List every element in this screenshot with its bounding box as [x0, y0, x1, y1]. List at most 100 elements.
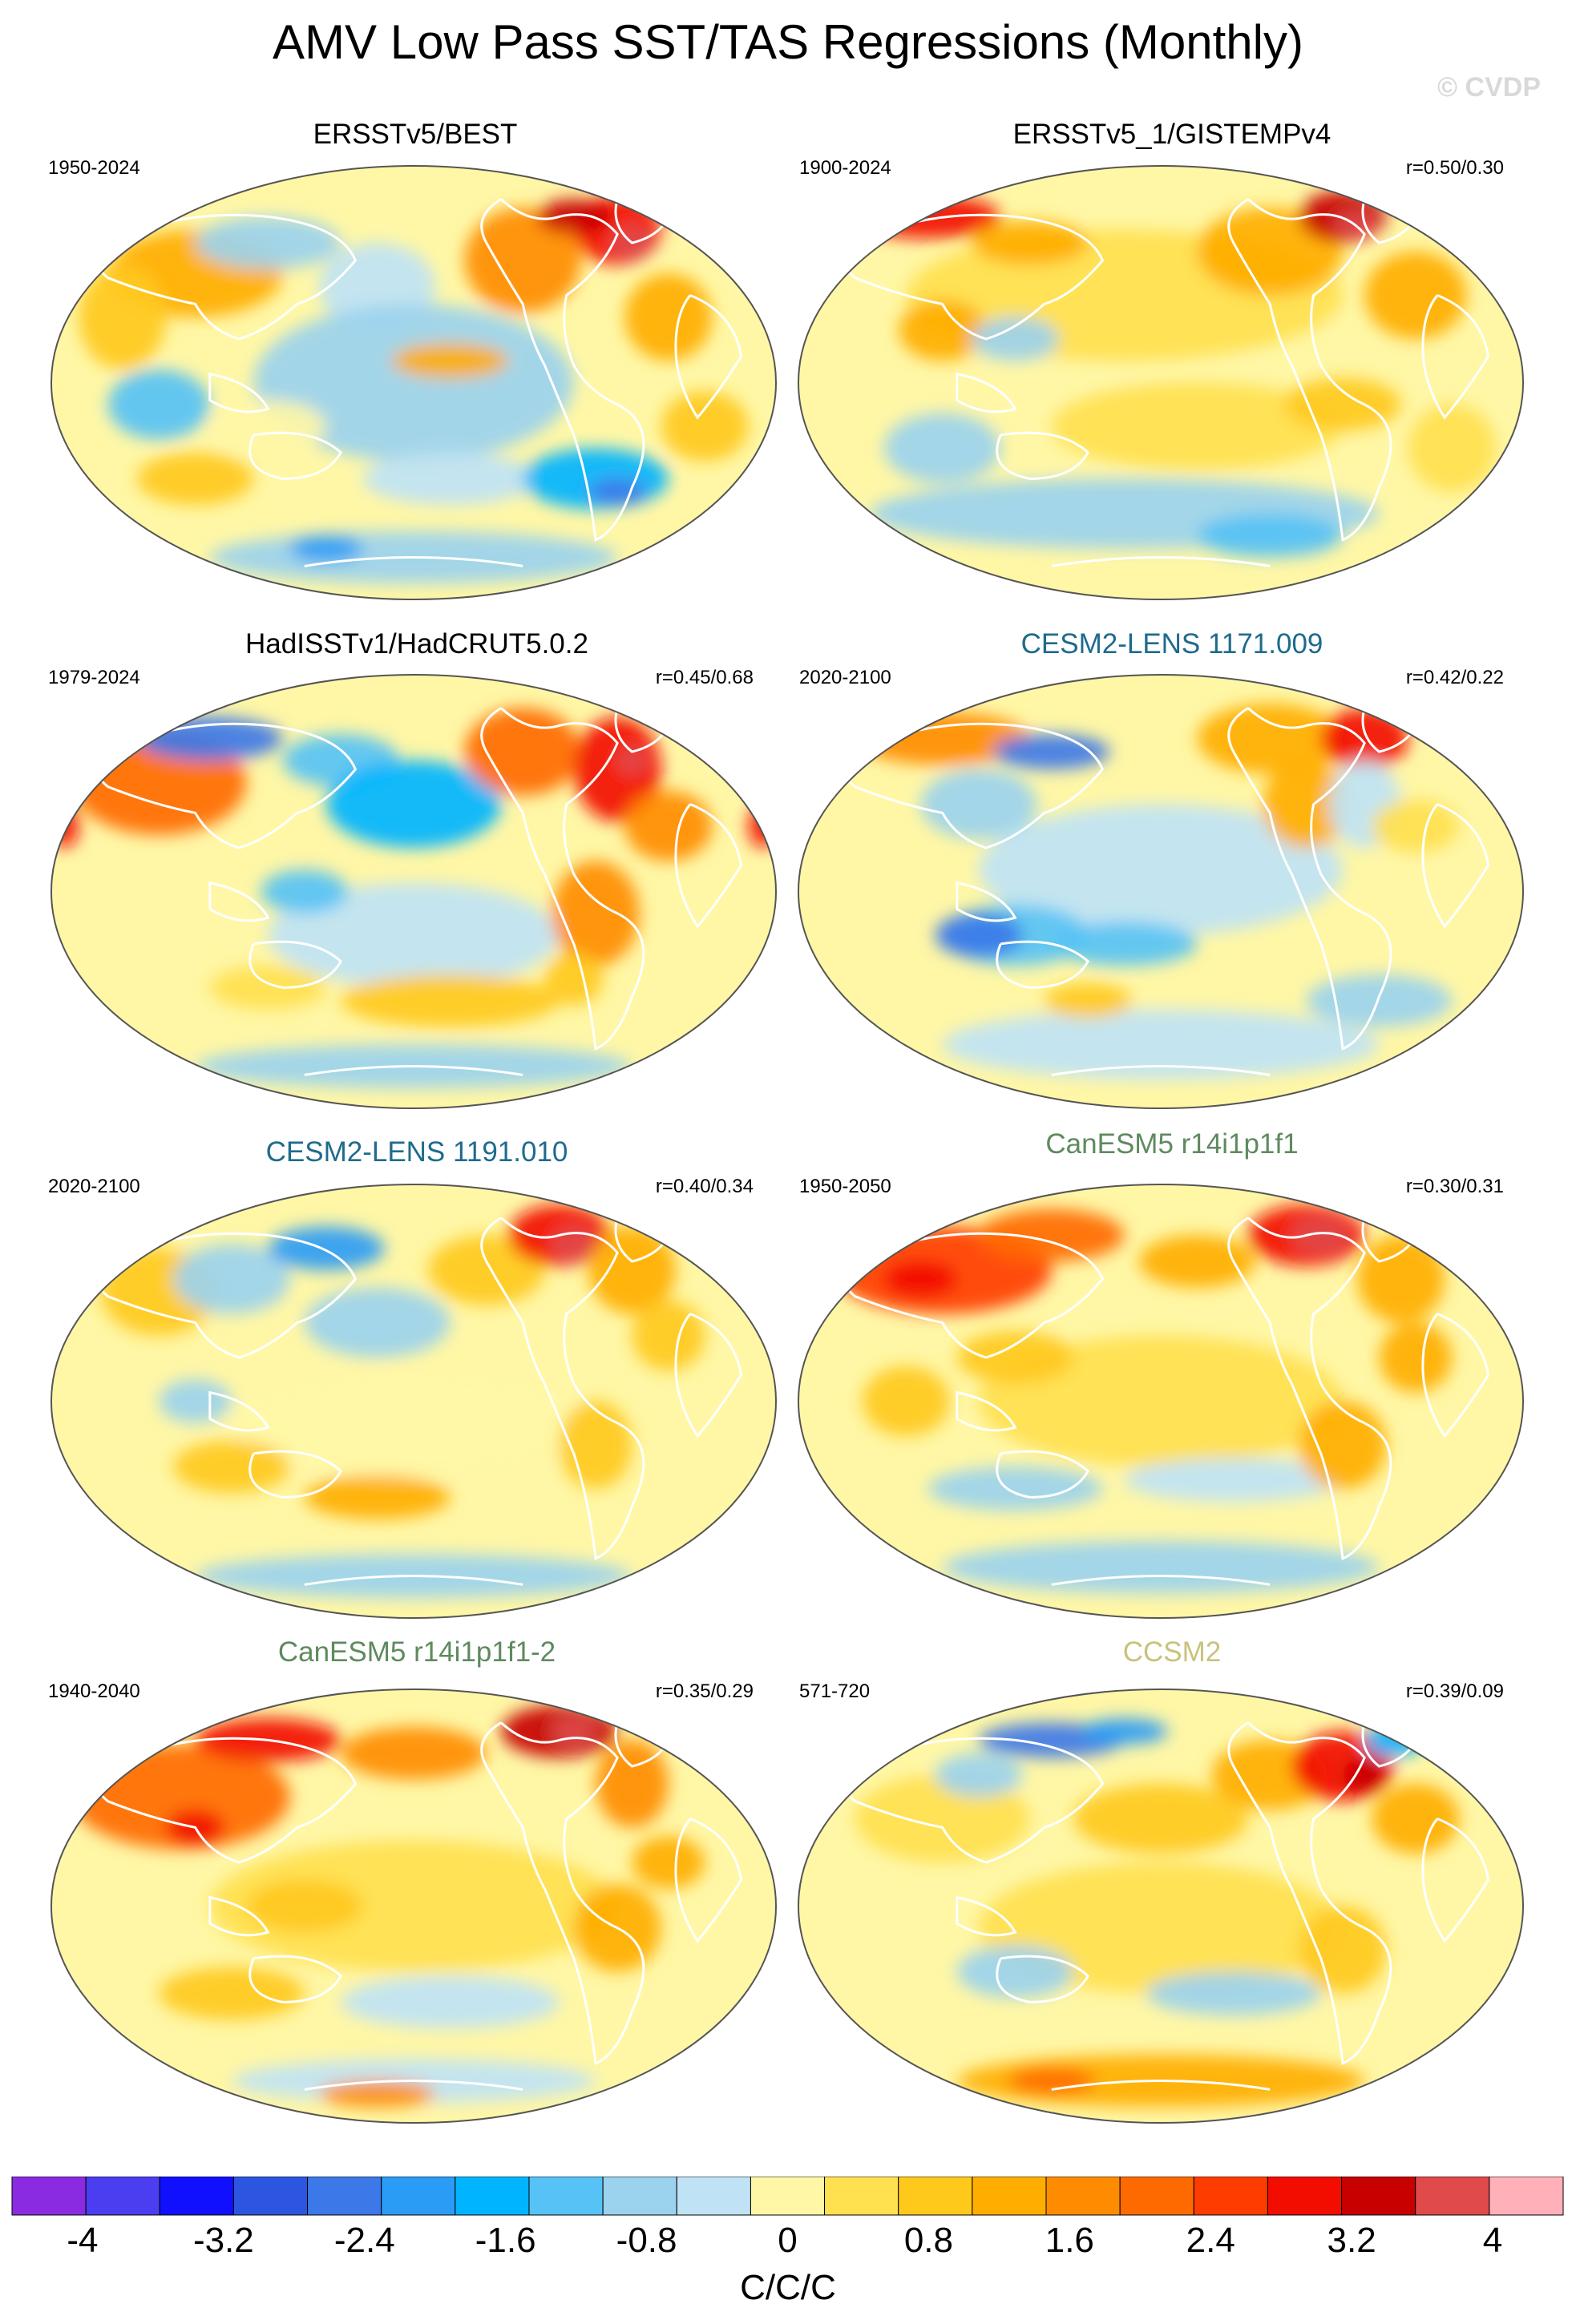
anomaly-region [537, 199, 611, 235]
map-border [798, 674, 1524, 1109]
anomaly-region [1379, 1322, 1453, 1393]
anomaly-region [935, 1753, 1023, 1797]
panel-years-7: 571-720 [799, 1680, 871, 1702]
panel-title-2: HadISSTv1/HadCRUT5.0.2 [245, 628, 588, 660]
map-border [51, 1184, 777, 1619]
anomaly-region [464, 708, 581, 796]
map-panel-5 [798, 1184, 1524, 1619]
coastline [1227, 198, 1392, 542]
colorbar-tick-label: -0.8 [616, 2221, 677, 2260]
panel-r-5: r=0.30/0.31 [1405, 1176, 1504, 1197]
anomaly-region [624, 791, 713, 861]
anomaly-region [428, 1235, 545, 1305]
coastline [208, 1390, 270, 1432]
colorbar-tick-label: 4 [1483, 2221, 1502, 2260]
colorbar-tick-label: 0.8 [904, 2221, 953, 2260]
anomaly-region [209, 966, 327, 1010]
panel-years-1: 1900-2024 [799, 157, 891, 179]
colorbar-tick-label: -4 [67, 2221, 98, 2260]
colorbar-swatch [307, 2177, 382, 2216]
colorbar-tick-label: -1.6 [475, 2221, 536, 2260]
anomaly-region [979, 1208, 1125, 1262]
anomaly-region [956, 1945, 1074, 1998]
coastline [956, 372, 1017, 414]
colorbar-swatch [1415, 2177, 1490, 2216]
colorbar-swatch [1193, 2177, 1268, 2216]
anomaly-region [855, 1775, 1030, 1862]
anomaly-region [544, 952, 604, 1006]
coastline [95, 722, 358, 849]
map-panel-2 [51, 674, 777, 1109]
anomaly-region [341, 1727, 487, 1780]
anomaly-region [107, 369, 210, 440]
colorbar-swatch [455, 2177, 530, 2216]
colorbar-swatch [1489, 2177, 1564, 2216]
anomaly-region [1320, 708, 1408, 769]
anomaly-region [1372, 1783, 1460, 1854]
watermark: © CVDP [1437, 72, 1541, 103]
coastline [674, 1313, 743, 1438]
map-panel-0 [51, 165, 777, 600]
anomaly-region [920, 769, 1037, 840]
coastline [249, 1955, 343, 2003]
chart-title: AMV Low Pass SST/TAS Regressions (Monthl… [273, 15, 1303, 69]
panel-years-6: 1940-2040 [48, 1680, 140, 1702]
anomaly-region [862, 1366, 950, 1437]
colorbar-swatch [602, 2177, 677, 2216]
anomaly-region [209, 400, 327, 453]
anomaly-region [51, 804, 79, 848]
anomaly-region [1343, 1757, 1387, 1793]
coastline [1227, 1216, 1392, 1560]
colorbar-swatch [1267, 2177, 1343, 2216]
panel-years-0: 1950-2024 [48, 157, 140, 179]
coastline [1227, 1721, 1392, 2065]
panel-title-6: CanESM5 r14i1p1f1-2 [277, 1636, 556, 1668]
anomaly-region [596, 1740, 669, 1828]
colorbar-swatch [824, 2177, 899, 2216]
coastline [1421, 1818, 1490, 1943]
anomaly-region [624, 273, 713, 361]
panel-r-7: r=0.39/0.09 [1405, 1680, 1504, 1702]
colorbar-swatch [972, 2177, 1047, 2216]
anomaly-region [341, 1975, 560, 2029]
panel-years-2: 1979-2024 [48, 667, 140, 688]
coastline [304, 556, 523, 567]
coastline [208, 1895, 270, 1937]
map-panel-1 [798, 165, 1524, 600]
colorbar-tick-label: -2.4 [334, 2221, 395, 2260]
anomaly-region [956, 1331, 1074, 1384]
anomaly-region [1081, 1718, 1169, 1745]
panel-r-2: r=0.45/0.68 [655, 667, 754, 688]
coastline [843, 1232, 1105, 1359]
anomaly-region [195, 216, 341, 269]
coastline [674, 1818, 743, 1943]
colorbar-swatch [85, 2177, 160, 2216]
anomaly-region [1044, 982, 1132, 1019]
anomaly-region [289, 535, 363, 562]
panel-title-5: CanESM5 r14i1p1f1 [1045, 1128, 1299, 1160]
anomaly-region [588, 478, 647, 506]
coastline [956, 1390, 1017, 1432]
anomaly-region [1291, 1217, 1351, 1253]
anomaly-region [1357, 1235, 1445, 1323]
map-border [51, 1689, 777, 2124]
panel-r-3: r=0.42/0.22 [1405, 667, 1504, 688]
coastline [843, 1737, 1105, 1864]
anomaly-region [261, 869, 349, 914]
anomaly-region [1051, 922, 1198, 966]
anomaly-region [1263, 761, 1351, 848]
coastline [996, 940, 1090, 989]
anomaly-region [971, 317, 1059, 361]
anomaly-region [326, 761, 501, 848]
anomaly-region [159, 1967, 305, 2020]
coastline [1051, 556, 1271, 567]
colorbar-swatch [528, 2177, 604, 2216]
anomaly-region [136, 716, 283, 761]
colorbar-swatch [232, 2177, 309, 2216]
coastline [956, 881, 1017, 922]
map-border [798, 1689, 1524, 2124]
anomaly-region [1073, 1783, 1248, 1854]
anomaly-region [1408, 404, 1496, 492]
anomaly-region [552, 861, 640, 966]
panel-years-3: 2020-2100 [799, 667, 891, 688]
